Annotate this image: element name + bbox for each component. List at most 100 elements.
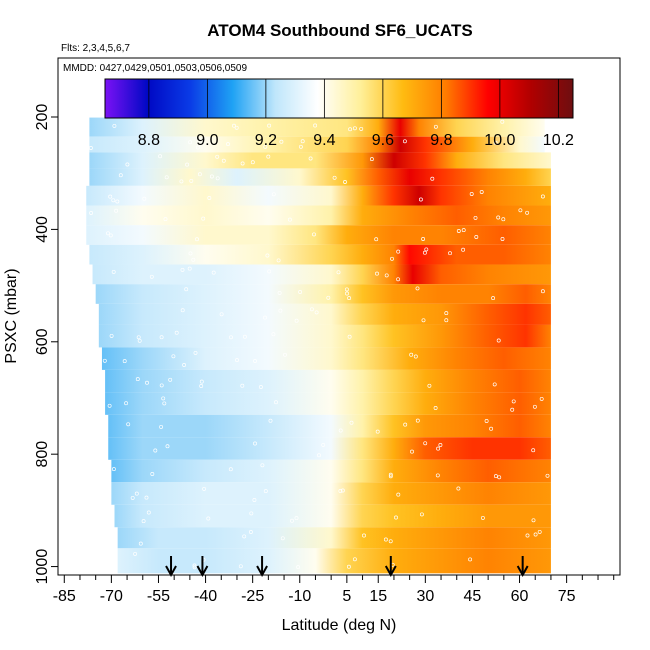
observation-point: [456, 229, 461, 233]
observation-point: [142, 196, 147, 201]
observation-point: [501, 217, 506, 222]
observation-point: [383, 537, 388, 542]
observation-point: [424, 247, 429, 252]
observation-point: [347, 296, 352, 301]
observation-point: [206, 516, 211, 521]
heatmap-band: [86, 205, 551, 226]
observation-point: [545, 473, 550, 478]
colorbar-tick-label: 9.8: [430, 132, 452, 149]
observation-point: [345, 291, 349, 296]
observation-point: [511, 399, 516, 404]
observation-point: [340, 488, 345, 493]
observation-point: [497, 475, 502, 480]
x-tick-label: 30: [416, 588, 434, 605]
observation-point: [362, 533, 366, 538]
observation-point: [346, 564, 351, 569]
observation-point: [159, 383, 164, 388]
observation-point: [338, 489, 343, 493]
flights-note: Flts: 2,3,4,5,6,7: [61, 43, 130, 54]
observation-point: [343, 180, 347, 184]
observation-point: [317, 453, 321, 458]
observation-point: [525, 533, 530, 538]
x-axis-title: Latitude (deg N): [282, 617, 397, 634]
observation-point: [179, 179, 184, 184]
heatmap-band: [114, 504, 551, 528]
observation-point: [492, 382, 497, 387]
observation-point: [375, 271, 379, 276]
heatmap-band: [98, 324, 551, 348]
observation-point: [396, 277, 401, 282]
heatmap-band: [117, 527, 551, 549]
observation-point: [171, 354, 176, 359]
x-tick-label: -55: [147, 588, 170, 605]
y-tick-label: 800: [34, 441, 51, 468]
observation-point: [531, 518, 536, 523]
observation-point: [349, 420, 354, 425]
observation-point: [489, 426, 494, 431]
observation-point: [163, 217, 168, 222]
observation-point: [390, 256, 394, 261]
observation-point: [235, 358, 239, 363]
observation-point: [201, 216, 206, 221]
observation-point: [263, 489, 268, 494]
observation-point: [215, 154, 220, 159]
observation-point: [189, 178, 194, 183]
observation-point: [149, 274, 154, 279]
observation-point: [415, 418, 420, 423]
observation-point: [258, 385, 263, 389]
observation-point: [537, 529, 542, 534]
heatmap-band: [89, 117, 545, 137]
observation-point: [283, 352, 287, 357]
observation-point: [106, 231, 110, 236]
observation-point: [145, 380, 149, 385]
observation-point: [111, 269, 116, 274]
observation-point: [267, 269, 272, 274]
observation-point: [137, 338, 142, 343]
colorbar-tick-label: 8.8: [138, 132, 160, 149]
observation-point: [491, 296, 496, 301]
observation-point: [280, 536, 285, 541]
flight-track-arrow: [516, 556, 529, 578]
heatmap-band: [89, 136, 545, 153]
observation-point: [108, 233, 113, 238]
observation-point: [369, 157, 374, 162]
flight-track-arrow: [256, 556, 268, 578]
observation-point: [375, 429, 380, 434]
colorbar-tick-label: 9.4: [313, 132, 335, 149]
observation-point: [111, 198, 116, 203]
observation-point: [202, 486, 207, 491]
observation-point: [199, 379, 204, 384]
heatmap-band: [89, 152, 551, 169]
flight-track-arrows: [165, 556, 529, 578]
colorbar-tick-labels: 8.8 9.0 9.2 9.4 9.6 9.8 10.0 10.2: [138, 132, 574, 149]
observation-point: [150, 472, 155, 476]
observation-point: [540, 289, 545, 294]
heatmap-band: [92, 264, 551, 285]
observation-point: [474, 235, 479, 239]
observation-point: [242, 334, 247, 339]
observation-point: [226, 142, 230, 147]
observation-point: [89, 211, 94, 215]
observation-point: [130, 495, 135, 500]
observation-point: [184, 287, 189, 292]
observation-point: [242, 534, 247, 539]
observation-point: [111, 467, 116, 472]
observation-point: [221, 158, 226, 163]
observation-point: [410, 449, 414, 454]
y-tick-label: 400: [34, 216, 51, 243]
observation-point: [266, 154, 271, 159]
heatmap-band: [98, 303, 551, 325]
observation-point: [419, 512, 424, 517]
observation-point: [234, 125, 239, 130]
observation-point: [336, 270, 341, 275]
observation-point: [388, 539, 393, 544]
observation-point: [531, 448, 536, 453]
observation-point: [321, 442, 326, 447]
observation-point: [146, 510, 151, 515]
observation-point: [124, 401, 129, 406]
dates-note: MMDD: 0427,0429,0501,0503,0506,0509: [63, 63, 247, 74]
observation-point: [248, 530, 253, 534]
observation-point: [136, 335, 141, 340]
observation-point: [433, 124, 438, 129]
x-tick-label: -40: [194, 588, 217, 605]
